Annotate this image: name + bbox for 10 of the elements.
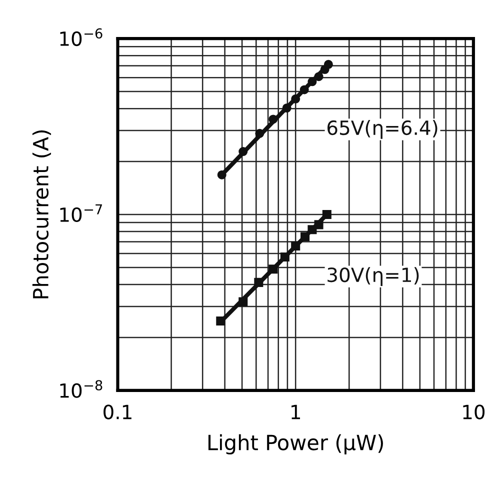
x-tick-label: 10	[463, 404, 485, 420]
series-label: 30V(η=1)	[328, 267, 419, 286]
y-tick-label: 10$^{−6}$	[60, 28, 102, 46]
y-tick-label: 10$^{−8}$	[60, 380, 102, 398]
y-tick-label: 10$^{−7}$	[60, 204, 102, 222]
x-axis-title: Light Power (μW)	[208, 434, 383, 454]
y-axis-title: Photocurrent (A)	[32, 130, 52, 298]
x-tick-label: 1	[292, 404, 300, 420]
series-label: 65V(η=6.4)	[328, 120, 438, 139]
x-tick-label: 0.1	[104, 404, 132, 420]
